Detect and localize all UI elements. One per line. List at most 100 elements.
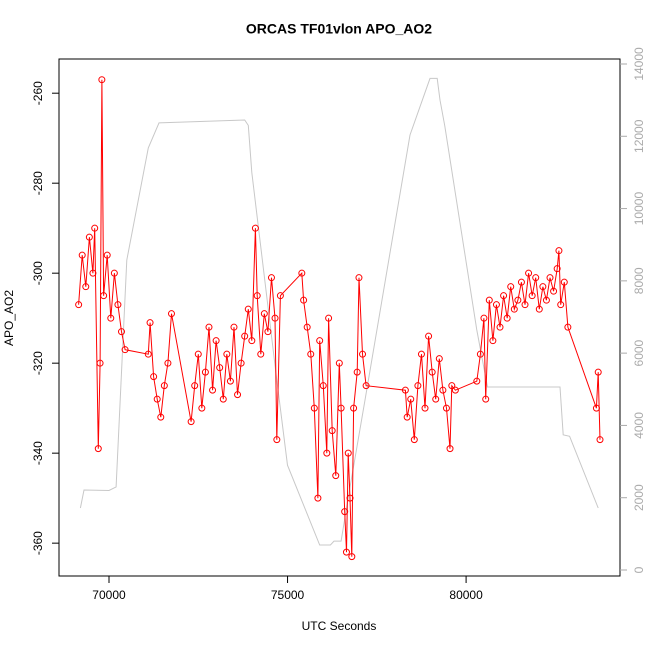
- data-point: [500, 292, 508, 300]
- data-point: [230, 323, 238, 331]
- data-point: [314, 494, 322, 502]
- data-point: [146, 319, 154, 327]
- data-point: [535, 305, 543, 313]
- series-line: [79, 77, 599, 546]
- data-point: [234, 391, 242, 399]
- data-point: [212, 337, 220, 345]
- data-point: [517, 278, 525, 286]
- data-point: [335, 359, 343, 367]
- x-axis-label: UTC Seconds: [302, 619, 377, 633]
- data-point: [359, 350, 367, 358]
- data-point: [91, 224, 99, 232]
- data-point: [237, 359, 245, 367]
- data-point: [303, 323, 311, 331]
- data-point: [344, 449, 352, 457]
- y-tick-label: -300: [31, 261, 45, 285]
- data-point: [410, 436, 418, 444]
- plot-box: [58, 58, 621, 577]
- data-point: [153, 395, 161, 403]
- data-point: [448, 382, 456, 390]
- data-point: [525, 269, 533, 277]
- data-point: [310, 404, 318, 412]
- data-point: [205, 323, 213, 331]
- data-point: [94, 445, 102, 453]
- data-point: [241, 332, 249, 340]
- data-point: [482, 395, 490, 403]
- data-point: [507, 283, 515, 291]
- data-point: [446, 445, 454, 453]
- data-point: [596, 436, 604, 444]
- y-tick-label: -340: [31, 441, 45, 465]
- y2-tick-label: 14000: [632, 47, 646, 81]
- y-tick-label: -320: [31, 351, 45, 375]
- data-point: [319, 382, 327, 390]
- data-point: [226, 377, 234, 385]
- data-point: [223, 350, 231, 358]
- data-point: [592, 404, 600, 412]
- y2-tick-label: 8000: [632, 267, 646, 294]
- data-point: [560, 278, 568, 286]
- y-axis-label: APO_AO2: [2, 290, 16, 346]
- data-point: [553, 265, 561, 273]
- data-point: [546, 274, 554, 282]
- data-point: [244, 305, 252, 313]
- data-point: [473, 377, 481, 385]
- data-point: [253, 292, 261, 300]
- data-point: [439, 386, 447, 394]
- data-point: [489, 337, 497, 345]
- data-point: [110, 269, 118, 277]
- chart-title: ORCAS TF01vlon APO_AO2: [246, 21, 432, 37]
- data-point: [428, 368, 436, 376]
- data-point: [342, 548, 350, 556]
- data-point: [114, 301, 122, 309]
- data-point: [216, 364, 224, 372]
- data-point: [121, 346, 129, 354]
- data-point: [323, 449, 331, 457]
- data-point: [521, 301, 529, 309]
- data-point: [550, 287, 558, 295]
- data-point: [557, 301, 565, 309]
- data-point: [157, 413, 165, 421]
- y2-tick-label: 6000: [632, 339, 646, 366]
- data-point: [78, 251, 86, 259]
- data-point: [510, 305, 518, 313]
- data-point: [160, 382, 168, 390]
- data-point: [260, 310, 268, 318]
- y-tick-label: -260: [31, 81, 45, 105]
- x-tick-label: 70000: [92, 588, 126, 602]
- data-point: [421, 404, 429, 412]
- data-point: [198, 404, 206, 412]
- data-point: [346, 494, 354, 502]
- y2-tick-label: 12000: [632, 119, 646, 153]
- data-point: [403, 413, 411, 421]
- data-point: [96, 359, 104, 367]
- x-tick-label: 80000: [449, 588, 483, 602]
- data-point: [542, 296, 550, 304]
- data-point: [264, 328, 272, 336]
- data-point: [348, 553, 356, 561]
- data-point: [100, 292, 108, 300]
- data-point: [451, 386, 459, 394]
- data-point: [480, 314, 488, 322]
- data-point: [194, 350, 202, 358]
- data-point: [496, 323, 504, 331]
- data-point: [532, 274, 540, 282]
- data-point: [485, 296, 493, 304]
- data-point: [355, 274, 363, 282]
- data-point: [187, 418, 195, 426]
- data-point: [298, 269, 306, 277]
- data-point: [476, 350, 484, 358]
- data-point: [257, 350, 265, 358]
- data-point: [435, 355, 443, 363]
- data-point: [325, 314, 333, 322]
- data-point: [219, 395, 227, 403]
- data-point: [432, 395, 440, 403]
- data-point: [442, 404, 450, 412]
- data-point: [362, 382, 370, 390]
- data-point: [594, 368, 602, 376]
- y2-tick-label: 4000: [632, 412, 646, 439]
- data-point: [248, 337, 256, 345]
- data-point: [300, 296, 308, 304]
- data-point: [271, 314, 279, 322]
